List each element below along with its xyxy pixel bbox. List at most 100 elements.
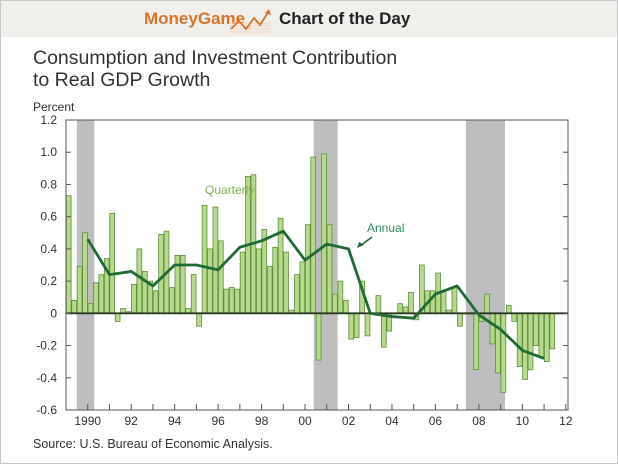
x-tick-label: 08 bbox=[472, 414, 486, 428]
quarterly-bar bbox=[223, 288, 230, 314]
y-tick-label: 0.8 bbox=[40, 177, 57, 191]
quarterly-bar bbox=[473, 312, 480, 371]
quarterly-bar bbox=[500, 312, 507, 393]
quarterly-bar bbox=[82, 232, 88, 314]
quarterly-bar bbox=[131, 283, 137, 314]
quarterly-bar bbox=[294, 274, 300, 314]
quarterly-bar bbox=[511, 312, 518, 322]
x-tick-label: 96 bbox=[211, 414, 225, 428]
quarterly-bar bbox=[326, 224, 333, 314]
quarterly-bar bbox=[196, 312, 202, 327]
quarterly-bar bbox=[505, 304, 512, 314]
quarterly-bar bbox=[114, 312, 121, 322]
quarterly-bar bbox=[440, 290, 447, 314]
quarterly-bar bbox=[152, 290, 159, 314]
quarterly-bar bbox=[381, 312, 387, 348]
y-tick-label: 0.4 bbox=[40, 242, 57, 256]
quarterly-bar bbox=[93, 282, 99, 314]
quarterly-bar bbox=[533, 312, 539, 346]
quarterly-bar bbox=[207, 248, 213, 314]
quarterly-bar bbox=[266, 266, 273, 314]
quarterly-bar bbox=[353, 312, 360, 338]
quarterly-bar bbox=[87, 303, 94, 314]
y-axis-label: Percent bbox=[33, 100, 75, 114]
quarterly-bar bbox=[65, 195, 72, 314]
chart-title: Consumption and Investment Contribution … bbox=[33, 47, 397, 91]
quarterly-bar bbox=[201, 204, 208, 314]
quarterly-bar bbox=[342, 300, 349, 314]
quarterly-bar bbox=[549, 312, 556, 350]
quarterly-bar bbox=[234, 288, 240, 314]
quarterly-bar bbox=[190, 274, 197, 314]
quarterly-bar bbox=[310, 156, 317, 314]
quarterly-bar bbox=[516, 312, 523, 367]
y-tick-label: 0.6 bbox=[40, 210, 57, 224]
quarterly-bar bbox=[256, 248, 262, 314]
y-tick-label: 0.2 bbox=[40, 274, 57, 288]
quarterly-bar bbox=[315, 312, 322, 361]
quarterly-bar bbox=[239, 251, 246, 314]
x-tick-label: 02 bbox=[342, 414, 356, 428]
x-tick-label: 94 bbox=[168, 414, 182, 428]
x-tick-label: 12 bbox=[559, 414, 573, 428]
x-tick-label: 1990 bbox=[74, 414, 101, 428]
chart-title-line-2: to Real GDP Growth bbox=[33, 69, 211, 91]
quarterly-bar bbox=[98, 274, 105, 314]
header-banner: MoneyGame Chart of the Day bbox=[1, 1, 617, 37]
x-tick-label: 98 bbox=[255, 414, 269, 428]
quarterly-bar bbox=[212, 206, 219, 314]
rising-line-chart-icon bbox=[229, 9, 271, 33]
annual-line bbox=[86, 229, 545, 360]
quarterly-bar bbox=[408, 291, 414, 314]
quarterly-bar bbox=[76, 266, 83, 314]
quarterly-bar bbox=[538, 312, 545, 358]
brand-name[interactable]: MoneyGame bbox=[144, 9, 246, 28]
quarterly-bar bbox=[397, 303, 403, 314]
quarterly-bar bbox=[136, 248, 143, 314]
section-title: Chart of the Day bbox=[279, 9, 411, 28]
quarterly-annotation: Quarterly bbox=[205, 183, 254, 197]
quarterly-bar bbox=[261, 229, 268, 314]
y-tick-label: -0.2 bbox=[36, 339, 57, 353]
plot-border bbox=[65, 119, 569, 411]
y-tick-label: -0.4 bbox=[36, 371, 57, 385]
quarterly-bar bbox=[543, 312, 550, 363]
quarterly-bar bbox=[304, 224, 311, 314]
quarterly-bar bbox=[272, 246, 278, 314]
x-tick-label: 00 bbox=[298, 414, 312, 428]
quarterly-bar bbox=[522, 312, 528, 380]
annual-annotation: Annual bbox=[367, 221, 404, 235]
annual-arrowhead-icon bbox=[357, 242, 364, 248]
quarterly-bar bbox=[527, 312, 534, 371]
quarterly-bar bbox=[299, 261, 306, 314]
quarterly-bar bbox=[71, 300, 77, 314]
quarterly-bar bbox=[218, 240, 224, 314]
y-tick-label: -0.6 bbox=[36, 403, 57, 417]
quarterly-bar bbox=[364, 312, 371, 337]
quarterly-bar bbox=[457, 312, 463, 327]
y-tick-label: 1.2 bbox=[40, 113, 57, 127]
quarterly-bar bbox=[332, 293, 338, 314]
quarterly-bar bbox=[489, 312, 496, 345]
source-note: Source: U.S. Bureau of Economic Analysis… bbox=[33, 437, 273, 451]
chart-title-line-1: Consumption and Investment Contribution bbox=[33, 47, 398, 69]
quarterly-bar bbox=[348, 312, 355, 340]
x-tick-label: 10 bbox=[516, 414, 530, 428]
quarterly-bar bbox=[169, 287, 175, 314]
quarterly-bar bbox=[451, 287, 458, 314]
quarterly-bar bbox=[337, 280, 344, 314]
x-tick-label: 92 bbox=[125, 414, 139, 428]
quarterly-bar bbox=[321, 153, 327, 314]
quarterly-bar bbox=[495, 312, 501, 374]
quarterly-bar bbox=[158, 233, 164, 314]
quarterly-bar bbox=[109, 213, 115, 314]
quarterly-bar bbox=[228, 287, 235, 314]
quarterly-bar bbox=[375, 295, 382, 314]
quarterly-bar bbox=[402, 306, 409, 314]
x-tick-label: 04 bbox=[385, 414, 399, 428]
x-tick-label: 06 bbox=[429, 414, 443, 428]
y-tick-label: 1.0 bbox=[40, 145, 57, 159]
y-tick-label: 0 bbox=[50, 306, 57, 320]
quarterly-bar bbox=[283, 251, 289, 314]
